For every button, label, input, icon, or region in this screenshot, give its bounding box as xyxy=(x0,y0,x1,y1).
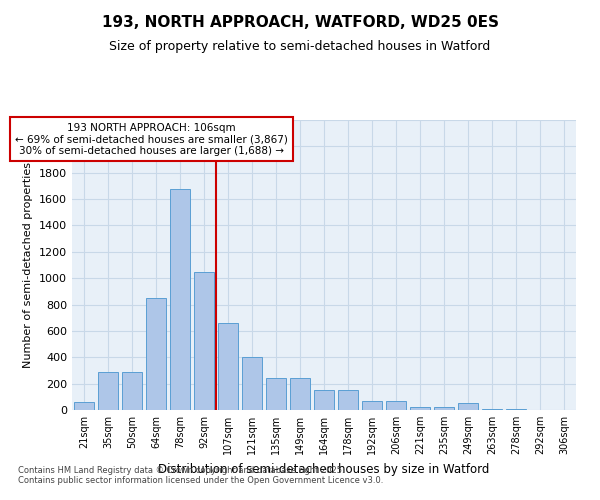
Bar xyxy=(458,404,478,410)
Bar xyxy=(362,401,382,410)
Bar xyxy=(482,408,502,410)
Bar xyxy=(386,401,406,410)
Text: Contains HM Land Registry data © Crown copyright and database right 2025.
Contai: Contains HM Land Registry data © Crown c… xyxy=(18,466,383,485)
X-axis label: Distribution of semi-detached houses by size in Watford: Distribution of semi-detached houses by … xyxy=(158,462,490,475)
Bar xyxy=(410,406,430,410)
Bar xyxy=(146,298,166,410)
Y-axis label: Number of semi-detached properties: Number of semi-detached properties xyxy=(23,162,34,368)
Text: Size of property relative to semi-detached houses in Watford: Size of property relative to semi-detach… xyxy=(109,40,491,53)
Bar xyxy=(314,390,334,410)
Bar xyxy=(266,378,286,410)
Bar xyxy=(338,390,358,410)
Bar xyxy=(74,402,94,410)
Text: 193 NORTH APPROACH: 106sqm
← 69% of semi-detached houses are smaller (3,867)
30%: 193 NORTH APPROACH: 106sqm ← 69% of semi… xyxy=(15,122,287,156)
Bar xyxy=(218,323,238,410)
Bar xyxy=(290,378,310,410)
Bar xyxy=(434,406,454,410)
Bar xyxy=(194,272,214,410)
Bar xyxy=(122,372,142,410)
Bar xyxy=(98,372,118,410)
Bar xyxy=(242,358,262,410)
Bar xyxy=(170,188,190,410)
Text: 193, NORTH APPROACH, WATFORD, WD25 0ES: 193, NORTH APPROACH, WATFORD, WD25 0ES xyxy=(101,15,499,30)
